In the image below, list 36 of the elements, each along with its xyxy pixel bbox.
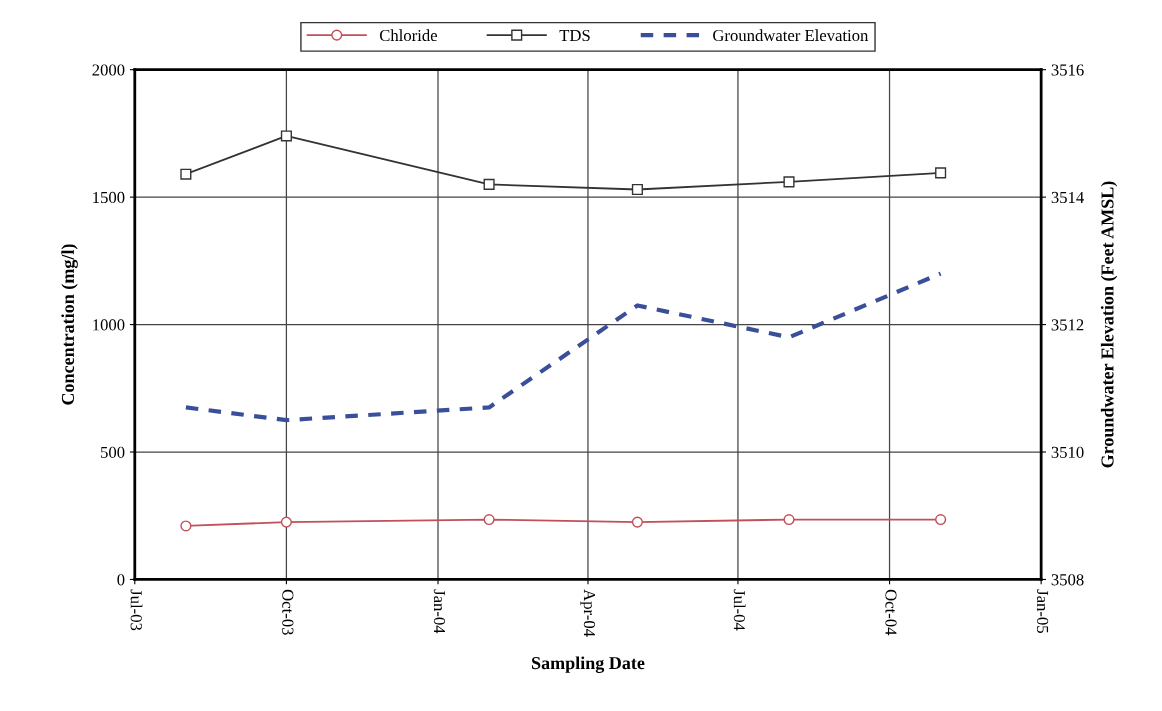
point [631, 516, 643, 528]
point [280, 130, 292, 142]
point [783, 514, 795, 526]
x-tick-label: Apr-04 [580, 589, 596, 637]
y-axis-title: Concentration (mg/l) [61, 244, 78, 405]
line-series [183, 271, 943, 423]
x-tick-label: Jul-03 [130, 589, 143, 631]
y2-tick-label: 3514 [1051, 191, 1084, 204]
legend-label: Groundwater Elevation [713, 29, 869, 42]
legend-label: TDS [559, 29, 590, 42]
y-tick-label: 0 [117, 574, 125, 586]
x-tick-label: Jan-05 [1036, 589, 1049, 633]
point [935, 167, 947, 179]
point [280, 516, 292, 528]
x-tick-label: Jul-04 [733, 589, 746, 631]
legend-label: Chloride [379, 29, 437, 42]
y2-tick-label: 3512 [1051, 319, 1084, 331]
x-tick-label: Jan-04 [433, 589, 446, 634]
y-tick-label: 2000 [92, 64, 125, 76]
point [180, 168, 192, 180]
x-tick-label: Oct-04 [885, 589, 897, 636]
point [935, 514, 947, 526]
point [180, 520, 192, 532]
y2-tick-label: 3510 [1051, 446, 1084, 458]
point [483, 514, 495, 526]
point [483, 178, 495, 190]
y-tick-label: 1500 [93, 191, 125, 204]
point [631, 183, 643, 196]
y2-tick-label: 3508 [1051, 574, 1084, 586]
y-tick-label: 1000 [93, 319, 125, 331]
y2-tick-label: 3516 [1051, 64, 1084, 76]
point [783, 176, 795, 188]
y-tick-label: 500 [101, 446, 125, 458]
x-axis-title: Sampling Date [532, 656, 645, 673]
y2-axis-title: Groundwater Elevation (Feet AMSL) [1100, 181, 1118, 468]
x-tick-label: Oct-03 [282, 589, 294, 635]
